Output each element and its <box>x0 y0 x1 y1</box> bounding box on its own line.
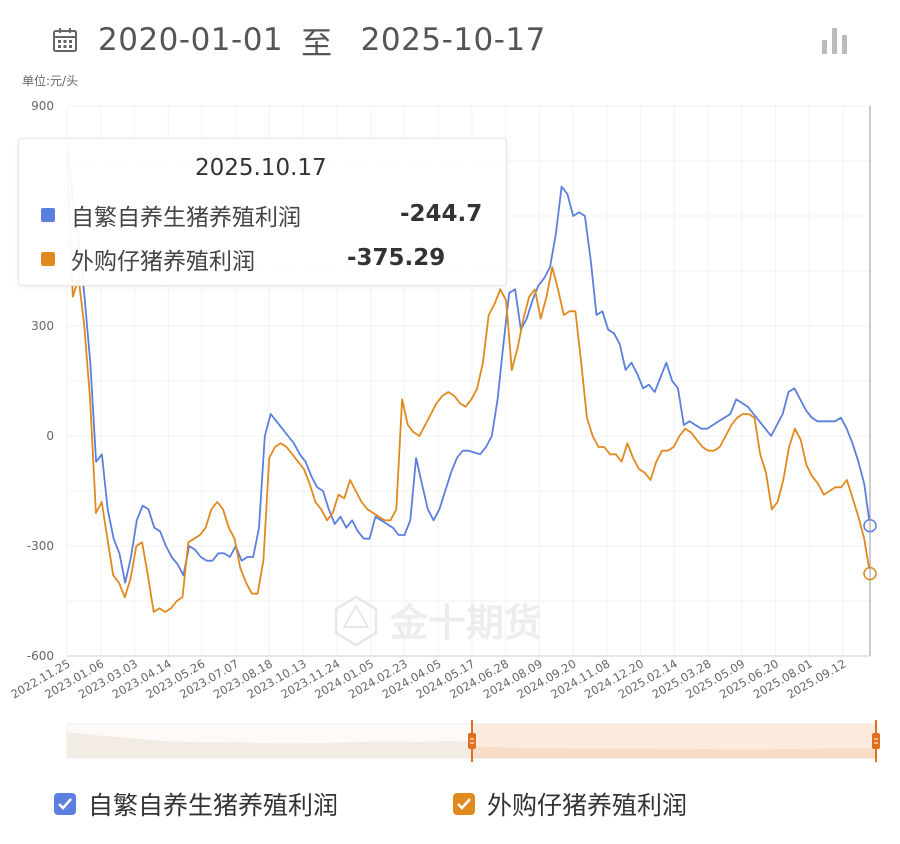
date-separator: 至 <box>301 25 333 62</box>
checkbox-checked-icon[interactable] <box>453 793 475 815</box>
date-range-header[interactable]: 2020-01-01 至 2025-10-17 <box>52 18 546 62</box>
bar-chart-icon[interactable] <box>820 24 850 56</box>
tooltip: 2025.10.17 自繁自养生猪养殖利润 -244.7 外购仔猪养殖利润 -3… <box>18 138 507 286</box>
slider-handle-0[interactable] <box>468 733 476 749</box>
legend-label[interactable]: 外购仔猪养殖利润 <box>487 791 688 820</box>
watermark-text: 金十期货 <box>389 601 542 645</box>
tooltip-row-self-bred: 自繁自养生猪养殖利润 <box>41 199 301 231</box>
tooltip-series-name: 自繁自养生猪养殖利润 <box>71 205 301 231</box>
y-tick-label: 0 <box>46 429 54 443</box>
legend-item-piglet[interactable]: 外购仔猪养殖利润 <box>453 786 687 822</box>
range-slider <box>66 720 880 762</box>
slider-selected-preview <box>472 746 876 758</box>
legend-label[interactable]: 自繁自养生猪养殖利润 <box>88 791 339 820</box>
tooltip-series-value: -244.7 <box>400 201 483 227</box>
y-axis: 900 300 0 -300 -600 <box>27 99 54 663</box>
tooltip-row-piglet: 外购仔猪养殖利润 <box>41 243 255 275</box>
tooltip-series-name: 外购仔猪养殖利润 <box>71 249 255 275</box>
y-axis-unit-label: 单位:元/头 <box>22 74 79 88</box>
series-line-1 <box>66 157 871 613</box>
slider-preview-area <box>67 732 472 758</box>
y-tick-label: 300 <box>31 319 54 333</box>
series-marker <box>41 208 55 222</box>
jin10-logo: 金十期货 <box>334 595 542 647</box>
series-marker <box>41 252 55 266</box>
tooltip-series-value: -375.29 <box>347 245 446 271</box>
x-axis: 2022.11.252023.01.062023.03.032023.04.14… <box>8 655 870 702</box>
series-line-0 <box>66 146 871 584</box>
checkbox-checked-icon[interactable] <box>54 793 76 815</box>
calendar-icon[interactable] <box>52 27 78 53</box>
y-tick-label: -600 <box>27 649 54 663</box>
y-tick-label: -300 <box>27 539 54 553</box>
tooltip-date: 2025.10.17 <box>195 155 327 181</box>
slider-handle-1[interactable] <box>872 733 880 749</box>
start-date[interactable]: 2020-01-01 <box>98 22 284 58</box>
slider-selected-range <box>472 724 876 758</box>
end-date[interactable]: 2025-10-17 <box>360 22 546 58</box>
legend-item-self-bred[interactable]: 自繁自养生猪养殖利润 <box>54 786 338 822</box>
y-tick-label: 900 <box>31 99 54 113</box>
chart-grid <box>66 105 870 657</box>
